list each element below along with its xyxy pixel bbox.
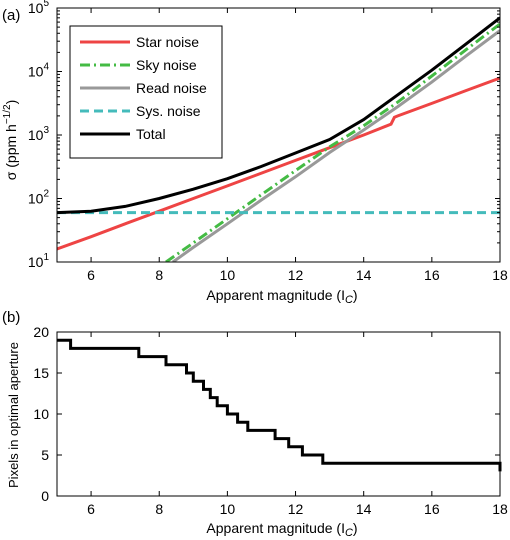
x-tick-label: 16 xyxy=(424,501,440,517)
x-tick-label: 18 xyxy=(492,267,508,283)
y-tick-label: 104 xyxy=(28,62,50,80)
panel-a-ticks: 6 8 10 12 14 16 18 101 102 103 104 105 xyxy=(28,0,508,283)
x-tick-label: 18 xyxy=(492,501,508,517)
x-tick-label: 12 xyxy=(288,267,304,283)
legend-entry-label: Total xyxy=(136,126,166,142)
panel-b-plot-frame xyxy=(56,331,501,497)
series-line-read-noise xyxy=(172,29,500,262)
y-tick-label: 102 xyxy=(28,189,50,207)
legend-entry-label: Sys. noise xyxy=(136,103,201,119)
panel-b-x-axis-label: Apparent magnitude (IC) xyxy=(206,520,357,539)
pixels-step-line xyxy=(57,338,502,472)
x-tick-label: 14 xyxy=(356,267,372,283)
panel-a-y-axis-label: σ (ppm h−1/2) xyxy=(2,100,19,181)
y-tick-label: 101 xyxy=(28,252,50,270)
x-tick-label: 12 xyxy=(288,501,304,517)
y-tick-label: 15 xyxy=(33,365,49,381)
x-tick-label: 10 xyxy=(220,267,236,283)
y-tick-label: 0 xyxy=(41,488,49,504)
y-tick-label: 20 xyxy=(33,324,49,340)
panel-b-label: (b) xyxy=(2,309,20,326)
panel-b-ticks: 6 8 10 12 14 16 18 0 5 10 15 20 xyxy=(33,324,508,517)
y-tick-label: 5 xyxy=(41,447,49,463)
panel-a: (a) 6 8 10 12 14 16 18 101 102 103 104 105 Star noi… xyxy=(2,0,508,306)
series-line-sky-noise xyxy=(165,22,500,262)
panel-b: (b) 6 8 10 12 14 16 18 0 5 10 15 20 Apparent magnit… xyxy=(2,309,508,539)
panel-a-legend: Star noise Sky noise Read noise Sys. noise T… xyxy=(69,25,223,159)
panel-a-x-axis-label: Apparent magnitude (IC) xyxy=(206,287,357,306)
legend-box xyxy=(69,25,223,159)
series-line-star-noise xyxy=(57,76,500,251)
y-tick-label: 105 xyxy=(28,0,50,16)
x-tick-label: 6 xyxy=(87,267,95,283)
legend-entry-label: Star noise xyxy=(136,34,199,50)
y-tick-label: 10 xyxy=(33,406,49,422)
x-tick-label: 14 xyxy=(356,501,372,517)
series-line-total xyxy=(57,16,500,215)
x-tick-label: 16 xyxy=(424,267,440,283)
legend-entry-label: Read noise xyxy=(136,80,207,96)
x-tick-label: 8 xyxy=(155,501,163,517)
panel-b-y-axis-label: Pixels in optimal aperture xyxy=(6,342,21,488)
panel-a-label: (a) xyxy=(2,7,20,24)
y-tick-label: 103 xyxy=(28,125,50,143)
legend-entry-label: Sky noise xyxy=(136,57,197,73)
x-tick-label: 10 xyxy=(220,501,236,517)
x-tick-label: 6 xyxy=(87,501,95,517)
x-tick-label: 8 xyxy=(155,267,163,283)
panel-b-series xyxy=(57,338,502,472)
panel-a-series xyxy=(57,16,500,262)
